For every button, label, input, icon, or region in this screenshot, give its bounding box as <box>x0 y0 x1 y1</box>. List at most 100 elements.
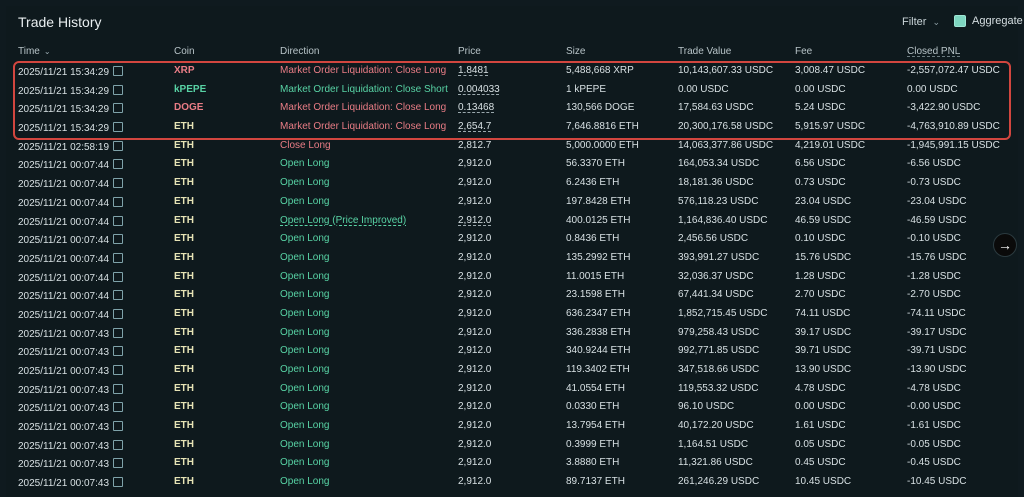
cell-coin[interactable]: ETH <box>174 438 194 450</box>
cell-coin[interactable]: ETH <box>174 476 194 488</box>
table-row[interactable]: 2025/11/21 00:07:44 ETH Open Long 2,912.0 23… <box>18 286 1018 305</box>
external-link-icon[interactable] <box>113 159 124 170</box>
external-link-icon[interactable] <box>113 346 124 357</box>
table-row[interactable]: 2025/11/21 15:34:29 XRP Market Order Liqui… <box>18 62 1018 81</box>
cell-size: 636.2347 ETH <box>566 307 631 319</box>
cell-coin[interactable]: kPEPE <box>174 83 207 95</box>
cell-coin[interactable]: ETH <box>174 307 194 319</box>
table-row[interactable]: 2025/11/21 00:07:44 ETH Open Long 2,912.0 19… <box>18 193 1018 212</box>
cell-time: 2025/11/21 02:58:19 <box>18 140 124 153</box>
external-link-icon[interactable] <box>113 365 124 375</box>
table-row[interactable]: 2025/11/21 00:07:43 ETH Open Long 2,912.0 34… <box>18 342 1018 361</box>
external-link-icon[interactable] <box>113 103 124 114</box>
table-row[interactable]: 2025/11/21 00:07:44 ETH Open Long 2,912.0 0.… <box>18 230 1018 249</box>
external-link-icon[interactable] <box>113 84 124 95</box>
table-row[interactable]: 2025/11/21 00:07:43 ETH Open Long 2,912.0 33… <box>18 324 1018 343</box>
header-fee[interactable]: Fee <box>795 46 813 57</box>
cell-time: 2025/11/21 00:07:43 <box>18 476 124 490</box>
cell-coin[interactable]: DOGE <box>174 102 204 114</box>
cell-trade-value: 32,036.37 USDC <box>678 270 754 282</box>
external-link-icon[interactable] <box>113 458 124 469</box>
cell-coin[interactable]: ETH <box>174 401 194 413</box>
table-row[interactable]: 2025/11/21 00:07:43 ETH Open Long 2,912.0 41… <box>18 380 1018 399</box>
external-link-icon[interactable] <box>113 215 124 226</box>
table-row[interactable]: 2025/11/21 15:34:29 ETH Market Order Liqui… <box>18 118 1018 137</box>
external-link-icon[interactable] <box>113 327 124 338</box>
cell-closed-pnl: -0.45 USDC <box>907 457 961 469</box>
table-row[interactable]: 2025/11/21 00:07:44 ETH Open Long 2,912.0 56… <box>18 155 1018 174</box>
cell-coin[interactable]: ETH <box>174 158 194 170</box>
table-row[interactable]: 2025/11/21 00:07:44 ETH Open Long 2,912.0 13… <box>18 249 1018 268</box>
table-row[interactable]: 2025/11/21 00:07:43 ETH Open Long 2,912.0 11… <box>18 361 1018 380</box>
header-trade-value[interactable]: Trade Value <box>678 46 732 57</box>
table-row[interactable]: 2025/11/21 15:34:29 DOGE Market Order Liqu… <box>18 99 1018 118</box>
table-row[interactable]: 2025/11/21 00:07:44 ETH Open Long 2,912.0 11… <box>18 268 1018 287</box>
external-link-icon[interactable] <box>113 140 124 151</box>
cell-coin[interactable]: ETH <box>174 233 194 245</box>
external-link-icon[interactable] <box>113 234 124 245</box>
external-link-icon[interactable] <box>113 421 124 432</box>
table-row[interactable]: 2025/11/21 00:07:44 ETH Open Long 2,912.0 63… <box>18 305 1018 324</box>
external-link-icon[interactable] <box>113 383 124 394</box>
header-coin[interactable]: Coin <box>174 46 195 57</box>
header-time[interactable]: Time ⌄ <box>18 46 51 57</box>
time-value: 2025/11/21 00:07:43 <box>18 478 110 490</box>
external-link-icon[interactable] <box>113 439 124 450</box>
external-link-icon[interactable] <box>113 477 124 488</box>
external-link-icon[interactable] <box>113 122 124 133</box>
cell-time: 2025/11/21 00:07:43 <box>18 383 124 396</box>
table-row[interactable]: 2025/11/21 00:07:44 ETH Open Long (Price I… <box>18 212 1018 231</box>
cell-closed-pnl: -39.17 USDC <box>907 326 967 338</box>
cell-fee: 6.56 USDC <box>795 158 846 170</box>
filter-dropdown[interactable]: Filter ⌄ <box>902 16 940 28</box>
external-link-icon[interactable] <box>113 308 124 319</box>
external-link-icon[interactable] <box>113 402 124 413</box>
header-price[interactable]: Price <box>458 46 481 57</box>
cell-trade-value: 96.10 USDC <box>678 401 735 413</box>
cell-coin[interactable]: ETH <box>174 326 194 338</box>
header-direction[interactable]: Direction <box>280 46 320 57</box>
cell-coin[interactable]: ETH <box>174 420 194 432</box>
aggregate-checkbox[interactable] <box>954 15 966 27</box>
external-link-icon[interactable] <box>113 196 124 207</box>
external-link-icon[interactable] <box>113 252 124 263</box>
table-row[interactable]: 2025/11/21 15:34:29 kPEPE Market Order Liq… <box>18 81 1018 100</box>
table-row[interactable]: 2025/11/21 00:07:43 ETH Open Long 2,912.0 89… <box>18 473 1018 492</box>
cell-trade-value: 11,321.86 USDC <box>678 457 753 469</box>
external-link-icon[interactable] <box>113 66 124 76</box>
external-link-icon[interactable] <box>113 271 124 282</box>
cell-coin[interactable]: ETH <box>174 345 194 357</box>
page-title: Trade History <box>18 14 102 30</box>
table-row[interactable]: 2025/11/21 02:58:19 ETH Close Long 2,812.7 5… <box>18 137 1018 156</box>
cell-trade-value: 2,456.56 USDC <box>678 233 749 245</box>
cell-coin[interactable]: ETH <box>174 214 194 226</box>
cell-coin[interactable]: XRP <box>174 65 195 76</box>
aggregate-toggle[interactable]: Aggregate <box>954 15 1023 27</box>
external-link-icon[interactable] <box>113 290 124 301</box>
external-link-icon[interactable] <box>113 178 124 189</box>
header-size[interactable]: Size <box>566 46 586 57</box>
cell-coin[interactable]: ETH <box>174 364 194 375</box>
cell-coin[interactable]: ETH <box>174 251 194 263</box>
cell-coin[interactable]: ETH <box>174 457 194 469</box>
cell-coin[interactable]: ETH <box>174 195 194 207</box>
table-row[interactable]: 2025/11/21 00:07:43 ETH Open Long 2,912.0 13… <box>18 417 1018 436</box>
cell-time: 2025/11/21 00:07:43 <box>18 345 124 358</box>
cell-coin[interactable]: ETH <box>174 289 194 301</box>
table-row[interactable]: 2025/11/21 00:07:43 ETH Open Long 2,912.0 0.… <box>18 436 1018 455</box>
cell-closed-pnl: -1,945,991.15 USDC <box>907 139 1000 151</box>
cell-coin[interactable]: ETH <box>174 139 194 151</box>
table-row[interactable]: 2025/11/21 00:07:44 ETH Open Long 2,912.0 6.… <box>18 174 1018 193</box>
cell-price: 2,912.0 <box>458 233 492 245</box>
arrow-right-icon[interactable]: → <box>993 233 1017 257</box>
cell-coin[interactable]: ETH <box>174 177 194 189</box>
cell-coin[interactable]: ETH <box>174 121 194 133</box>
table-row[interactable]: 2025/11/21 00:07:43 ETH Open Long 2,912.0 3.… <box>18 454 1018 473</box>
cell-trade-value: 119,553.32 USDC <box>678 382 759 394</box>
cell-fee: 46.59 USDC <box>795 214 852 226</box>
header-closed-pnl[interactable]: Closed PNL <box>907 46 961 57</box>
cell-coin[interactable]: ETH <box>174 270 194 282</box>
table-row[interactable]: 2025/11/21 00:07:43 ETH Open Long 2,912.0 0.… <box>18 398 1018 417</box>
cell-coin[interactable]: ETH <box>174 382 194 394</box>
